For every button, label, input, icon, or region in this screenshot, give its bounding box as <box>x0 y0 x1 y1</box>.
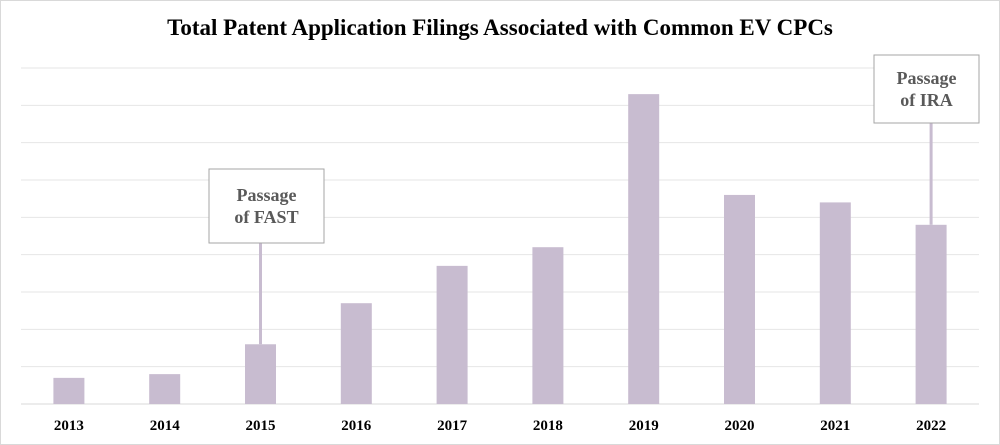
x-tick-label: 2021 <box>820 418 850 434</box>
x-tick-label: 2014 <box>150 418 181 434</box>
x-tick-label: 2018 <box>533 418 563 434</box>
x-tick-label: 2016 <box>341 418 372 434</box>
bar <box>53 377 85 404</box>
bar <box>819 202 851 404</box>
bar <box>149 374 181 404</box>
chart-title: Total Patent Application Filings Associa… <box>167 15 833 40</box>
bar <box>628 94 660 404</box>
bar <box>245 344 276 404</box>
x-tick-label: 2020 <box>725 418 755 434</box>
bar <box>340 303 372 404</box>
x-tick-label: 2013 <box>54 418 84 434</box>
bar <box>724 194 755 404</box>
callout-box <box>873 54 980 124</box>
x-tick-label: 2017 <box>437 418 468 434</box>
x-tick-label: 2015 <box>246 418 276 434</box>
callout-text: Passage <box>237 185 297 205</box>
bar <box>915 224 947 404</box>
x-tick-label: 2022 <box>916 418 946 434</box>
x-tick-label: 2019 <box>629 418 659 434</box>
callout-text: Passage <box>897 68 957 88</box>
callout-box <box>208 168 325 244</box>
bar <box>436 265 468 404</box>
bar <box>532 247 564 404</box>
callout-text: of IRA <box>900 90 953 110</box>
callout-text: of FAST <box>234 207 298 227</box>
